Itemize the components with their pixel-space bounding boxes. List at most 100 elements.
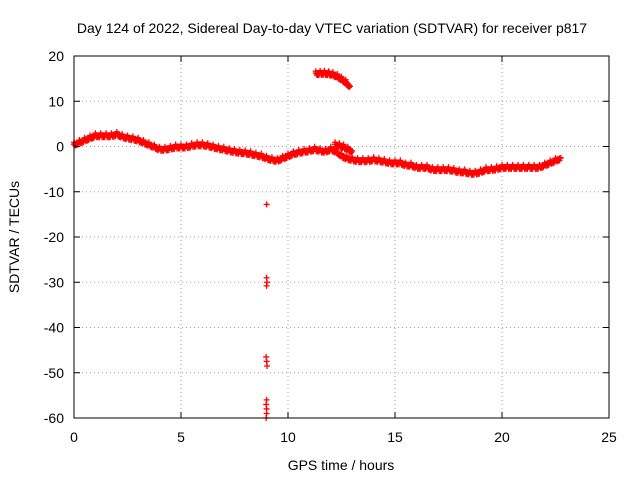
y-tick-label: 20 [48,48,64,64]
data-point [210,141,217,148]
data-point [338,73,345,80]
data-point [151,141,158,148]
data-point [547,157,554,164]
data-point [236,146,243,153]
data-point [413,161,420,168]
data-point [204,140,211,147]
data-point [188,140,195,147]
data-point [342,76,349,83]
data-point [215,142,222,149]
data-point [340,141,347,148]
data-point [349,154,356,161]
data-point [92,130,99,137]
data-point [359,155,366,162]
data-point [424,161,431,168]
data-layer [71,67,564,421]
data-point [386,157,393,164]
data-point [76,136,83,143]
data-point [349,148,356,155]
data-point [263,282,270,289]
data-point [301,146,308,153]
data-point [477,166,484,173]
data-point [466,167,473,174]
data-point [434,164,441,171]
data-point [402,159,409,166]
data-point [274,155,281,162]
data-point [392,157,398,164]
x-tick-label: 25 [601,429,617,445]
data-point [525,161,532,168]
data-point [252,149,259,156]
data-point [456,166,463,173]
data-point [343,152,350,159]
y-tick-label: -10 [44,184,64,200]
data-point [279,152,286,159]
x-tick-label: 10 [280,429,296,445]
y-tick-label: -50 [44,365,64,381]
y-tick-label: -30 [44,274,64,290]
x-tick-label: 20 [494,429,510,445]
data-point [461,166,468,173]
data-point [199,139,206,146]
data-point [263,201,270,208]
data-point [327,143,334,150]
data-point [113,128,120,135]
data-point [488,164,495,171]
data-point [365,155,372,162]
grid [74,56,609,418]
y-tick-label: 0 [56,139,64,155]
data-point [332,139,339,146]
data-point [97,130,104,137]
ticks: 0 5 10 15 20 25 20 10 0 -10 -20 -30 -40 -50 -60 [44,48,617,445]
data-point [450,165,457,172]
data-point [124,132,131,139]
y-tick-label: -40 [44,320,64,336]
data-point [140,136,147,143]
data-point [557,154,564,161]
data-point [87,132,94,139]
data-point [194,139,201,146]
data-point [167,142,174,149]
data-point [247,148,254,155]
data-point [375,155,382,162]
data-point [329,69,336,76]
data-point [220,143,227,150]
x-axis-label: GPS time / hours [288,457,395,473]
chart-title: Day 124 of 2022, Sidereal Day-to-day VTE… [77,20,587,36]
data-point [322,146,329,153]
data-point [509,161,516,168]
data-point [354,155,361,162]
data-point [499,161,505,168]
data-point [242,147,249,154]
y-tick-label: -20 [44,229,64,245]
data-point [285,150,291,157]
y-tick-label: 10 [48,93,64,109]
data-point [264,362,271,369]
data-point [552,155,559,162]
data-point [370,154,377,161]
data-point [381,155,388,162]
data-point [520,161,527,168]
data-point [311,143,318,150]
data-point [317,145,324,152]
x-tick-label: 15 [387,429,403,445]
data-point [504,161,511,168]
data-point [338,150,345,157]
data-point [258,150,265,157]
data-point [515,161,522,168]
data-point [156,143,163,150]
data-point [183,141,190,148]
data-point [161,143,168,150]
data-point [482,164,489,171]
y-tick-label: -60 [44,410,64,426]
data-point [325,68,332,75]
data-point [440,164,447,171]
data-point [334,70,341,77]
data-point [81,134,88,141]
data-point [103,130,110,137]
data-point [178,141,184,148]
data-point [263,152,270,159]
data-point [135,134,142,141]
data-point [336,140,343,147]
